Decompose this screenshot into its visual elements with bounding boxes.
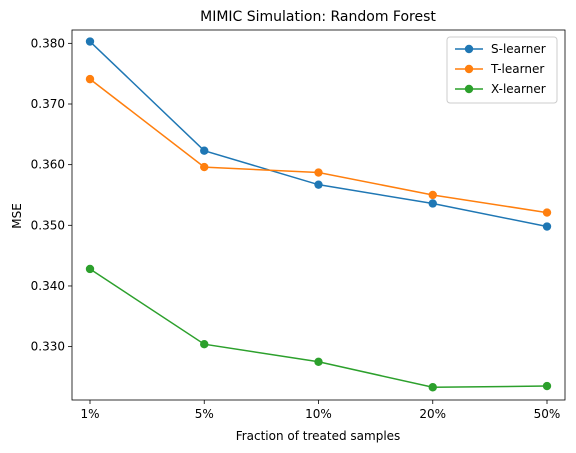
x-axis-label: Fraction of treated samples: [236, 429, 401, 443]
legend: S-learner T-learner X-learner: [446, 36, 558, 104]
legend-label-x-learner: X-learner: [491, 82, 546, 96]
data-point-s-learner: [200, 146, 209, 155]
y-tick-label: 0.340: [31, 279, 65, 293]
data-point-t-learner: [542, 208, 552, 217]
chart-title: MIMIC Simulation: Random Forest: [200, 9, 436, 25]
data-point-x-learner: [428, 383, 437, 392]
legend-box: [446, 36, 558, 104]
y-tick-label: 0.380: [31, 36, 65, 50]
data-point-x-learner: [200, 339, 209, 349]
data-point-s-learner: [428, 199, 437, 208]
legend-marker-x-learner: [464, 84, 474, 94]
data-point-t-learner: [85, 74, 95, 84]
y-tick-label: 0.350: [31, 218, 65, 232]
y-axis-label: MSE: [10, 203, 24, 229]
data-point-x-learner: [85, 264, 95, 274]
legend-label-t-learner: T-learner: [490, 62, 544, 76]
x-tick-label: 1%: [80, 407, 99, 421]
x-tick-label: 5%: [195, 407, 214, 421]
x-tick-label: 20%: [419, 407, 446, 421]
y-tick-label: 0.370: [31, 97, 65, 111]
legend-marker-s-learner: [464, 44, 474, 54]
y-tick-label: 0.330: [31, 340, 65, 354]
data-point-t-learner: [200, 162, 209, 172]
data-point-s-learner: [85, 37, 95, 46]
legend-marker-t-learner: [464, 64, 474, 74]
legend-label-s-learner: S-learner: [491, 42, 546, 56]
x-tick-label: 50%: [534, 407, 561, 421]
data-point-s-learner: [314, 180, 323, 189]
x-tick-label: 10%: [305, 407, 332, 421]
data-point-s-learner: [542, 222, 552, 231]
plot-area: 1% 5% 10% 20% 50% 0.330 0.340 0.350 0.360 0.370 0.…: [31, 29, 566, 421]
y-tick-label: 0.360: [31, 158, 65, 172]
data-point-t-learner: [428, 190, 437, 200]
data-point-x-learner: [542, 381, 552, 391]
data-point-t-learner: [314, 168, 323, 177]
data-point-x-learner: [314, 357, 323, 366]
